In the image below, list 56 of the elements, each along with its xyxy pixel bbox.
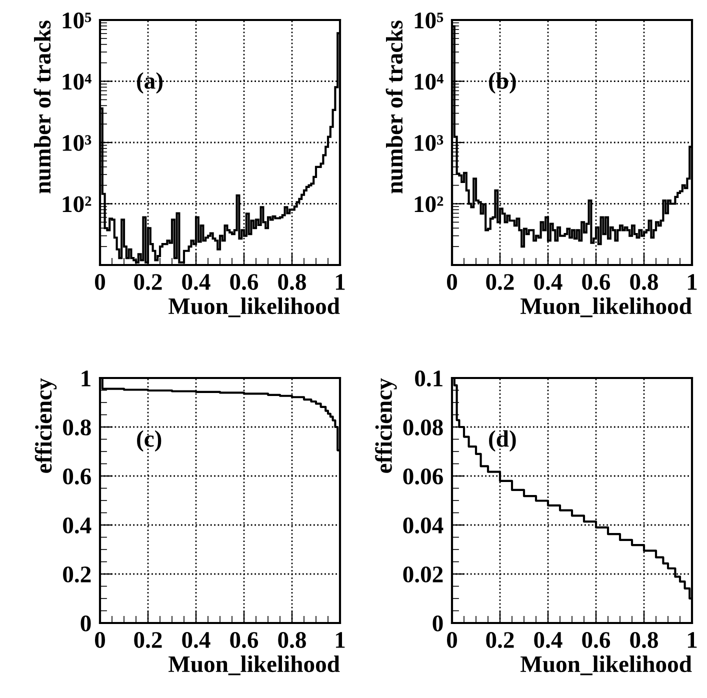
x-tick-label: 0.6 xyxy=(582,274,610,290)
x-tick-label: 1 xyxy=(336,274,345,290)
x-tick-label: 0 xyxy=(94,632,106,648)
annotation: (c) xyxy=(137,430,162,452)
y-axis-title: number of tracks xyxy=(386,20,403,194)
y-tick-label: 10⁴ xyxy=(62,74,92,90)
x-axis-title: Muon_likelihood xyxy=(168,298,340,318)
x-axis-title: Muon_likelihood xyxy=(168,656,340,676)
y-tick-label: 10⁴ xyxy=(414,74,444,90)
x-tick-label: 0.2 xyxy=(134,632,162,648)
y-tick-label: 10³ xyxy=(62,134,92,151)
x-axis-title: Muon_likelihood xyxy=(520,656,692,676)
annotation: (d) xyxy=(489,430,516,452)
y-tick-label: 0.4 xyxy=(63,517,92,534)
x-tick-label: 0.2 xyxy=(134,274,162,290)
x-tick-label: 0.8 xyxy=(630,274,658,290)
x-tick-label: 0.8 xyxy=(630,632,658,648)
annotation: (a) xyxy=(137,72,162,94)
y-axis-title: efficiency xyxy=(34,378,57,473)
x-tick-label: 0.6 xyxy=(230,274,258,290)
x-tick-label: 0.4 xyxy=(182,274,210,290)
x-tick-label: 1 xyxy=(688,274,697,290)
y-tick-label: 0.02 xyxy=(403,566,443,583)
y-tick-label: 10⁵ xyxy=(62,12,92,28)
y-tick-label: 0.8 xyxy=(63,419,91,436)
y-tick-label: 0.6 xyxy=(63,468,91,485)
x-tick-label: 1 xyxy=(336,632,345,648)
x-tick-label: 0.4 xyxy=(182,632,210,648)
x-tick-label: 0.6 xyxy=(582,632,610,648)
x-tick-label: 1 xyxy=(688,632,697,648)
y-tick-label: 10³ xyxy=(414,134,444,151)
y-tick-label: 0.1 xyxy=(415,370,442,387)
y-tick-label: 0.06 xyxy=(403,468,443,485)
x-axis-title: Muon_likelihood xyxy=(520,298,692,318)
x-tick-label: 0.6 xyxy=(230,632,258,648)
x-tick-label: 0.8 xyxy=(278,274,306,290)
x-tick-label: 0.4 xyxy=(534,274,562,290)
x-tick-label: 0.2 xyxy=(486,632,514,648)
y-axis-title: efficiency xyxy=(375,378,397,473)
y-tick-label: 0.08 xyxy=(403,419,443,436)
y-tick-label: 0.2 xyxy=(63,566,91,583)
y-tick-label: 10² xyxy=(414,196,444,212)
annotation: (b) xyxy=(489,72,516,94)
y-axis-title: number of tracks xyxy=(34,20,51,194)
y-tick-label: 10⁵ xyxy=(414,12,444,28)
y-tick-label: 1 xyxy=(82,370,90,386)
y-tick-label: 0 xyxy=(80,615,91,632)
x-tick-label: 0.4 xyxy=(534,632,562,648)
x-tick-label: 0.2 xyxy=(486,274,514,290)
x-tick-label: 0 xyxy=(94,274,106,290)
y-tick-label: 0.04 xyxy=(403,517,444,534)
x-tick-label: 0.8 xyxy=(278,632,306,648)
x-tick-label: 0 xyxy=(446,274,458,290)
y-tick-label: 10² xyxy=(62,196,92,212)
y-tick-label: 0 xyxy=(432,615,443,632)
x-tick-label: 0 xyxy=(446,632,458,648)
